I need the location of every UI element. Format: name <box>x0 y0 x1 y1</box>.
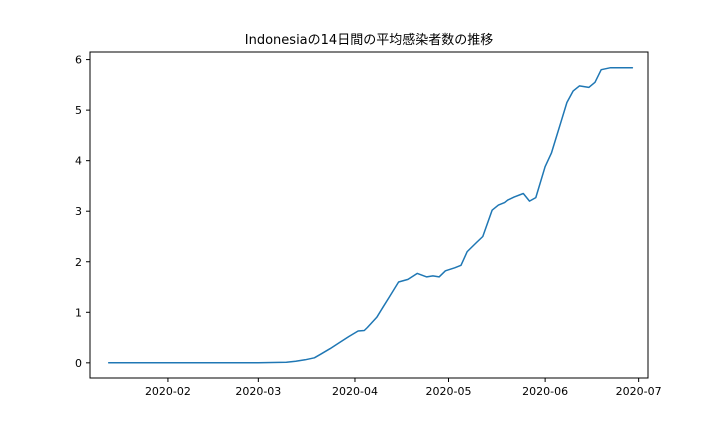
x-tick-label: 2020-07 <box>616 385 662 398</box>
x-tick-label: 2020-03 <box>235 385 281 398</box>
x-tick-label: 2020-05 <box>426 385 472 398</box>
y-axis: 0 1 2 3 4 5 6 <box>75 54 90 370</box>
y-tick-label: 3 <box>75 205 82 218</box>
plot-frame <box>89 51 649 379</box>
y-tick-label: 0 <box>75 357 82 370</box>
series-line <box>107 66 634 364</box>
y-tick-label: 2 <box>75 256 82 269</box>
y-tick-label: 1 <box>75 306 82 319</box>
x-tick-label: 2020-02 <box>145 385 191 398</box>
y-tick-label: 4 <box>75 155 82 168</box>
x-tick-label: 2020-06 <box>522 385 568 398</box>
x-tick-label: 2020-04 <box>332 385 378 398</box>
y-tick-label: 6 <box>75 54 82 67</box>
y-tick-label: 5 <box>75 104 82 117</box>
x-axis: 2020-02 2020-03 2020-04 2020-05 2020-06 2020-… <box>145 378 662 398</box>
chart-title: Indonesiaの14日間の平均感染者数の推移 <box>245 32 493 48</box>
